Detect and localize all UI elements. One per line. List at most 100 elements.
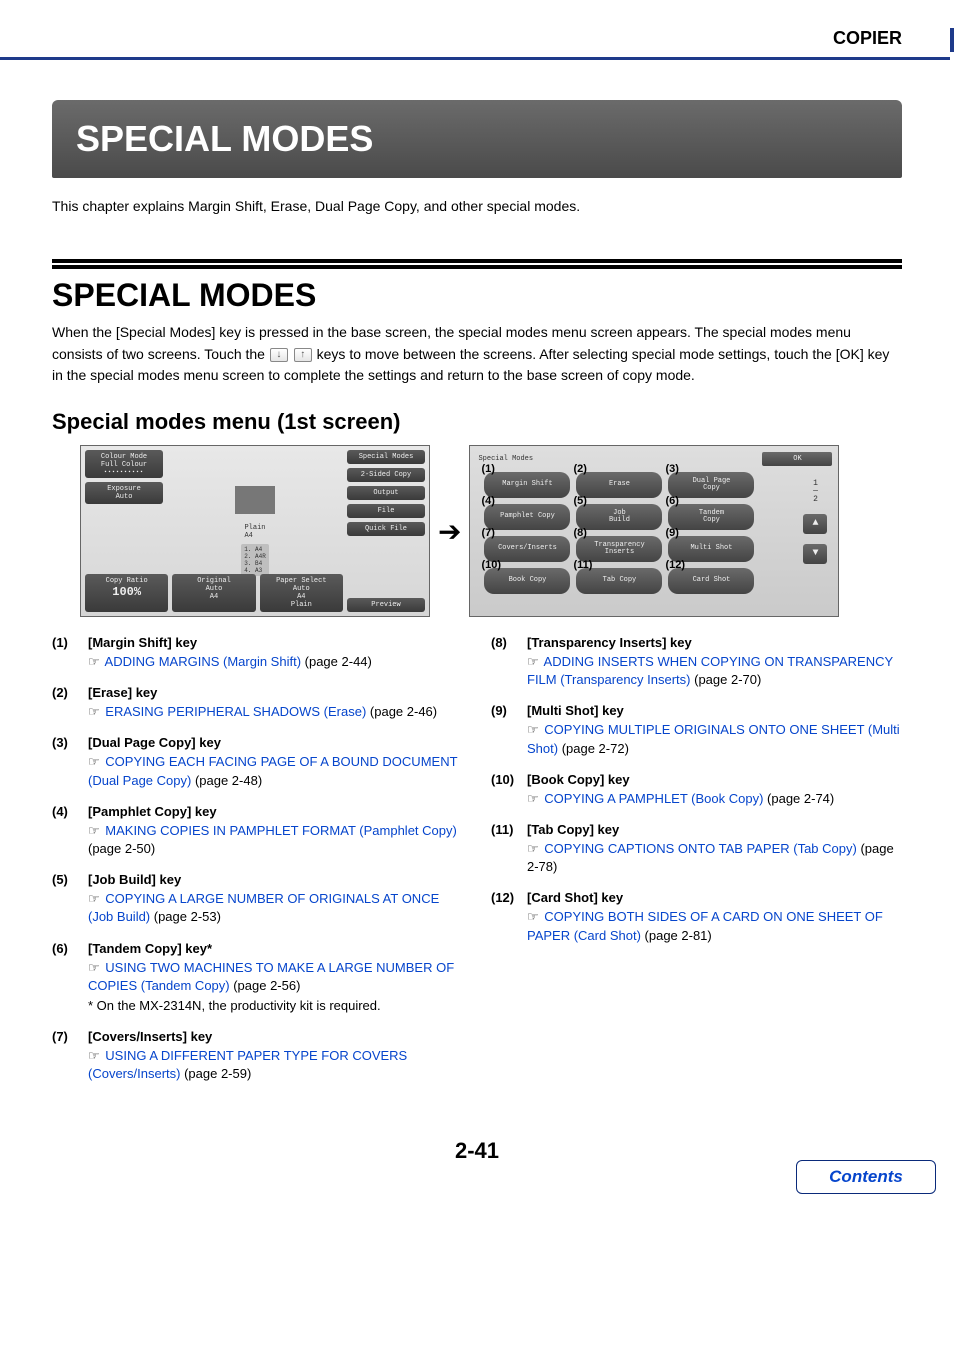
cross-ref-link[interactable]: MAKING COPIES IN PAMPHLET FORMAT (Pamphl… [102, 823, 457, 838]
section-title: SPECIAL MODES [52, 277, 902, 314]
key-item-number: (7) [52, 1029, 88, 1083]
paper-select-sub2: Plain [264, 601, 339, 609]
key-item: (5)[Job Build] key☞ COPYING A LARGE NUMB… [52, 872, 463, 926]
sm-num-12: (12) [665, 560, 685, 572]
exposure-label: Exposure [89, 485, 159, 493]
original-label: Original [176, 577, 251, 585]
two-sided-copy-tab[interactable]: 2-Sided Copy [347, 468, 425, 482]
special-modes-tab[interactable]: Special Modes [347, 450, 425, 464]
key-item-number: (10) [491, 772, 527, 808]
quick-file-tab[interactable]: Quick File [347, 522, 425, 536]
preview-tab[interactable]: Preview [347, 598, 425, 612]
chapter-title: SPECIAL MODES [52, 100, 902, 178]
ok-button[interactable]: OK [762, 452, 832, 466]
original-sub: A4 [176, 593, 251, 601]
sm-dual-page-copy[interactable]: (3)Dual Page Copy [668, 472, 754, 498]
sm-num-11: (11) [573, 560, 592, 572]
page-ref: (page 2-44) [301, 654, 372, 669]
file-tab[interactable]: File [347, 504, 425, 518]
sm-num-8: (8) [573, 528, 586, 540]
cross-ref-link[interactable]: ERASING PERIPHERAL SHADOWS (Erase) [102, 704, 367, 719]
copier-icon [235, 486, 275, 514]
pointer-icon: ☞ [88, 823, 100, 838]
sm-num-2: (2) [573, 464, 586, 476]
pointer-icon: ☞ [88, 754, 100, 769]
key-item-number: (5) [52, 872, 88, 926]
page-ref: (page 2-46) [366, 704, 437, 719]
page-ref: (page 2-70) [691, 672, 762, 687]
key-item: (2)[Erase] key☞ ERASING PERIPHERAL SHADO… [52, 685, 463, 721]
down-key-icon: ↓ [270, 348, 288, 362]
colour-mode-value: Full Colour [89, 461, 159, 469]
key-item-title: [Pamphlet Copy] key [88, 804, 463, 819]
sm-num-3: (3) [665, 464, 678, 476]
key-item-title: [Transparency Inserts] key [527, 635, 902, 650]
sm-num-10: (10) [481, 560, 501, 572]
plain-label: Plain A4 [244, 524, 265, 540]
key-item-title: [Margin Shift] key [88, 635, 463, 650]
cross-ref-link[interactable]: COPYING CAPTIONS ONTO TAB PAPER (Tab Cop… [541, 841, 857, 856]
cross-ref-link[interactable]: ADDING MARGINS (Margin Shift) [102, 654, 301, 669]
page-ref: (page 2-74) [763, 791, 834, 806]
sm-tandem-copy[interactable]: (6)Tandem Copy [668, 504, 754, 530]
key-item-number: (6) [52, 941, 88, 1016]
cross-ref-link[interactable]: COPYING A PAMPHLET (Book Copy) [541, 791, 764, 806]
special-modes-screen: Special Modes OK (1)Margin Shift (2)Eras… [469, 445, 839, 617]
colour-mode-label: Colour Mode [89, 453, 159, 461]
colour-mode-btn[interactable]: Colour Mode Full Colour ▪▪▪▪▪▪▪▪▪▪ [85, 450, 163, 478]
contents-button[interactable]: Contents [796, 1160, 936, 1194]
sm-erase[interactable]: (2)Erase [576, 472, 662, 498]
sm-num-9: (9) [665, 528, 678, 540]
paper-tray-list: 1. A4 2. A4R 3. B4 4. A3 [241, 544, 269, 577]
output-tab[interactable]: Output [347, 486, 425, 500]
key-item-title: [Book Copy] key [527, 772, 902, 787]
copy-ratio-label: Copy Ratio [89, 577, 164, 585]
cross-ref-link[interactable]: COPYING EACH FACING PAGE OF A BOUND DOCU… [88, 754, 457, 787]
key-item-note: * On the MX-2314N, the productivity kit … [88, 997, 463, 1015]
scroll-up-button[interactable]: ▲ [803, 514, 827, 534]
sm-pamphlet-copy[interactable]: (4)Pamphlet Copy [484, 504, 570, 530]
paper-select-btn[interactable]: Paper Select Auto A4 Plain [260, 574, 343, 612]
subheading: Special modes menu (1st screen) [52, 409, 902, 435]
sm-job-build[interactable]: (5)Job Build [576, 504, 662, 530]
cross-ref-link[interactable]: COPYING A LARGE NUMBER OF ORIGINALS AT O… [88, 891, 439, 924]
key-item: (7)[Covers/Inserts] key☞ USING A DIFFERE… [52, 1029, 463, 1083]
original-value: Auto [176, 585, 251, 593]
key-item: (11)[Tab Copy] key☞ COPYING CAPTIONS ONT… [491, 822, 902, 876]
doc-section-label: COPIER [0, 0, 954, 57]
key-item-number: (4) [52, 804, 88, 858]
key-item-title: [Dual Page Copy] key [88, 735, 463, 750]
page-ref: (page 2-48) [191, 773, 262, 788]
pointer-icon: ☞ [527, 791, 539, 806]
copy-ratio-value: 100% [89, 585, 164, 599]
copy-ratio-btn[interactable]: Copy Ratio 100% [85, 574, 168, 612]
paper-select-sub1: A4 [264, 593, 339, 601]
transition-arrow-icon: ➔ [438, 515, 461, 548]
sm-book-copy[interactable]: (10)Book Copy [484, 568, 570, 594]
page-ref: (page 2-56) [230, 978, 301, 993]
key-item: (9)[Multi Shot] key☞ COPYING MULTIPLE OR… [491, 703, 902, 757]
original-btn[interactable]: Original Auto A4 [172, 574, 255, 612]
sm-num-4: (4) [481, 496, 494, 508]
section-rule [52, 259, 902, 269]
copier-base-screen: Colour Mode Full Colour ▪▪▪▪▪▪▪▪▪▪ Expos… [80, 445, 430, 617]
sm-margin-shift[interactable]: (1)Margin Shift [484, 472, 570, 498]
screens-row: Colour Mode Full Colour ▪▪▪▪▪▪▪▪▪▪ Expos… [80, 445, 902, 617]
exposure-btn[interactable]: Exposure Auto [85, 482, 163, 504]
pointer-icon: ☞ [88, 704, 100, 719]
sm-tab-copy[interactable]: (11)Tab Copy [576, 568, 662, 594]
page-ref: (page 2-72) [558, 741, 629, 756]
key-item-title: [Covers/Inserts] key [88, 1029, 463, 1044]
colour-swatch-row: ▪▪▪▪▪▪▪▪▪▪ [89, 469, 159, 475]
key-item-title: [Tab Copy] key [527, 822, 902, 837]
key-list-right-col: (8)[Transparency Inserts] key☞ ADDING IN… [491, 635, 902, 1097]
key-item: (12)[Card Shot] key☞ COPYING BOTH SIDES … [491, 890, 902, 944]
chapter-intro: This chapter explains Margin Shift, Eras… [52, 196, 902, 217]
pointer-icon: ☞ [527, 722, 539, 737]
section-paragraph: When the [Special Modes] key is pressed … [52, 322, 902, 387]
key-item-number: (3) [52, 735, 88, 789]
scroll-down-button[interactable]: ▼ [803, 544, 827, 564]
page-ref: (page 2-59) [180, 1066, 251, 1081]
key-item-title: [Tandem Copy] key* [88, 941, 463, 956]
sm-card-shot[interactable]: (12)Card Shot [668, 568, 754, 594]
